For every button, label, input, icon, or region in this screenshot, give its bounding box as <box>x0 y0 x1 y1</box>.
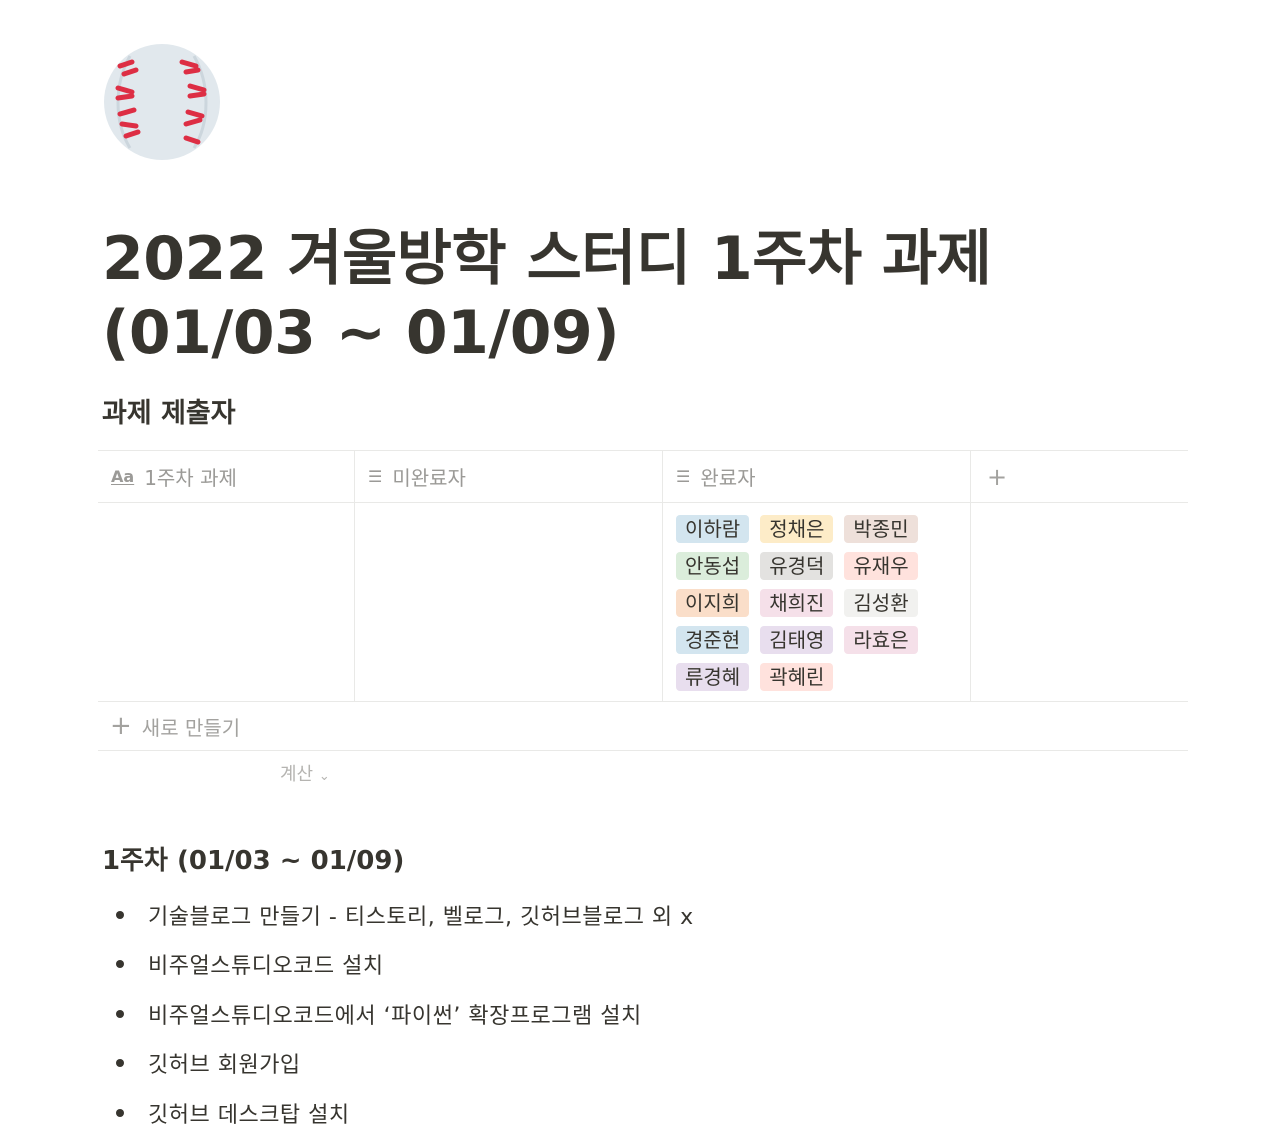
list-item[interactable]: 깃허브 회원가입 <box>112 1039 694 1089</box>
week-task-cell[interactable] <box>98 503 355 701</box>
list-item-text: 비주얼스튜디오코드 설치 <box>148 954 384 980</box>
person-tag[interactable]: 유경덕 <box>760 552 834 580</box>
person-tag[interactable]: 라효은 <box>844 626 918 654</box>
list-item[interactable]: 기술블로그 만들기 - 티스토리, 벨로그, 깃허브블로그 외 x <box>112 890 694 940</box>
calculate-button[interactable]: 계산 ⌄ <box>280 760 330 786</box>
new-row-button[interactable]: + 새로 만들기 <box>98 702 1188 751</box>
baseball-icon[interactable] <box>104 44 220 160</box>
person-tag[interactable]: 이지희 <box>676 589 750 617</box>
list-item-text: 기술블로그 만들기 - 티스토리, 벨로그, 깃허브블로그 외 x <box>148 904 694 930</box>
list-item-text: 깃허브 회원가입 <box>148 1053 301 1079</box>
list-item-text: 깃허브 데스크탑 설치 <box>148 1102 350 1128</box>
person-tag[interactable]: 김태영 <box>760 626 834 654</box>
task-bullet-list: 기술블로그 만들기 - 티스토리, 벨로그, 깃허브블로그 외 x 비주얼스튜디오… <box>112 890 694 1138</box>
person-tag[interactable]: 채희진 <box>760 589 834 617</box>
title-aa-icon: Aa <box>111 467 135 486</box>
new-row-label: 새로 만들기 <box>141 715 241 740</box>
column-header-incomplete[interactable]: ☰ 미완료자 <box>355 451 663 502</box>
bullet-dot-icon <box>116 960 124 969</box>
person-tag[interactable]: 안동섭 <box>676 552 750 580</box>
chevron-down-icon: ⌄ <box>318 769 330 784</box>
person-tag[interactable]: 박종민 <box>844 515 918 543</box>
person-tag[interactable]: 곽혜린 <box>760 663 834 691</box>
plus-icon: + <box>987 462 1008 491</box>
bullet-dot-icon <box>116 1009 124 1018</box>
incomplete-cell[interactable] <box>355 503 663 701</box>
person-tag[interactable]: 류경혜 <box>676 663 750 691</box>
person-tag[interactable]: 유재우 <box>844 552 918 580</box>
list-item-text: 비주얼스튜디오코드에서 ‘파이썬’ 확장프로그램 설치 <box>148 1003 642 1029</box>
column-header-complete[interactable]: ☰ 완료자 <box>663 451 971 502</box>
list-item[interactable]: 비주얼스튜디오코드 설치 <box>112 940 694 990</box>
list-item[interactable]: 비주얼스튜디오코드에서 ‘파이썬’ 확장프로그램 설치 <box>112 989 694 1039</box>
page-title[interactable]: 2022 겨울방학 스터디 1주차 과제 (01/03 ~ 01/09) <box>102 224 992 368</box>
person-tag[interactable]: 경준현 <box>676 626 750 654</box>
person-tag[interactable]: 이하람 <box>676 515 750 543</box>
table-header-row: Aa 1주차 과제 ☰ 미완료자 ☰ 완료자 + <box>98 450 1188 503</box>
plus-icon: + <box>110 711 132 741</box>
person-tag[interactable]: 정채은 <box>760 515 834 543</box>
empty-cell <box>971 503 1188 701</box>
list-item[interactable]: 깃허브 데스크탑 설치 <box>112 1088 694 1138</box>
bullet-dot-icon <box>116 1059 124 1068</box>
column-header-label: 1주차 과제 <box>144 466 237 490</box>
add-column-button[interactable]: + <box>971 451 1188 502</box>
submitters-heading: 과제 제출자 <box>102 398 236 429</box>
column-header-week-task[interactable]: Aa 1주차 과제 <box>98 451 355 502</box>
person-tag[interactable]: 김성환 <box>844 589 918 617</box>
column-header-label: 완료자 <box>700 466 756 490</box>
bullet-dot-icon <box>116 910 124 919</box>
list-icon: ☰ <box>368 467 383 486</box>
column-header-label: 미완료자 <box>392 466 466 490</box>
list-icon: ☰ <box>676 467 691 486</box>
week-heading: 1주차 (01/03 ~ 01/09) <box>102 846 405 876</box>
calculate-label: 계산 <box>280 764 314 785</box>
bullet-dot-icon <box>116 1108 124 1117</box>
